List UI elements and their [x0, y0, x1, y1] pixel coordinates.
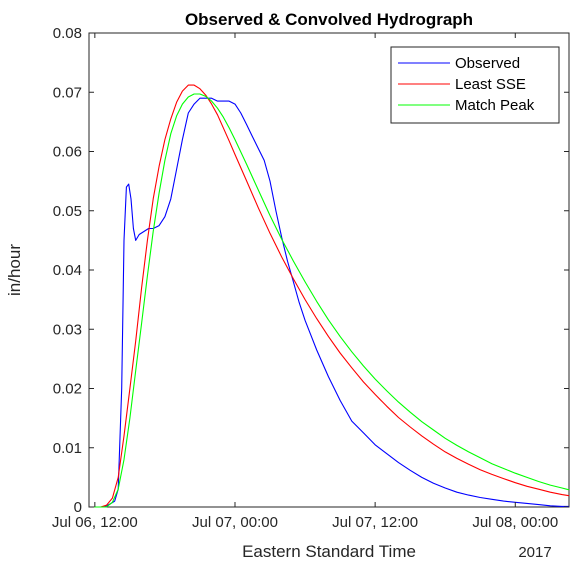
x-tick-label: Jul 06, 12:00: [52, 514, 138, 531]
y-tick-label: 0.03: [53, 321, 82, 338]
series-layer: [89, 84, 570, 508]
y-tick-label: 0: [74, 499, 82, 516]
y-tick-label: 0.04: [53, 262, 82, 279]
y-tick-label: 0.07: [53, 84, 82, 101]
y-axis-label: in/hour: [5, 244, 24, 296]
x-tick-label: Jul 07, 00:00: [192, 514, 278, 531]
x-tick-label: Jul 07, 12:00: [332, 514, 418, 531]
series-line-least-sse: [89, 84, 570, 508]
y-tick-label: 0.08: [53, 25, 82, 42]
x-axis-year-label: 2017: [518, 544, 551, 561]
legend-label: Observed: [455, 55, 520, 72]
series-line-observed: [89, 97, 569, 508]
x-axis: Jul 06, 12:00 Jul 07, 00:00 Jul 07, 12:00 J…: [52, 33, 558, 531]
y-tick-label: 0.01: [53, 440, 82, 457]
legend-label: Least SSE: [455, 76, 526, 93]
y-tick-label: 0.02: [53, 381, 82, 398]
legend-box: [390, 46, 560, 124]
series-line-match-peak: [89, 93, 570, 508]
y-tick-label: 0.05: [53, 203, 82, 220]
x-tick-label: Jul 08, 00:00: [472, 514, 558, 531]
legend: Observed Least SSE Match Peak: [390, 46, 560, 124]
chart-title: Observed & Convolved Hydrograph: [185, 10, 473, 29]
y-tick-label: 0.06: [53, 144, 82, 161]
y-axis: 0 0.01 0.02 0.03 0.04 0.05 0.06 0.07 0.08: [53, 25, 569, 516]
x-axis-label: Eastern Standard Time: [242, 542, 416, 561]
legend-label: Match Peak: [455, 97, 535, 114]
